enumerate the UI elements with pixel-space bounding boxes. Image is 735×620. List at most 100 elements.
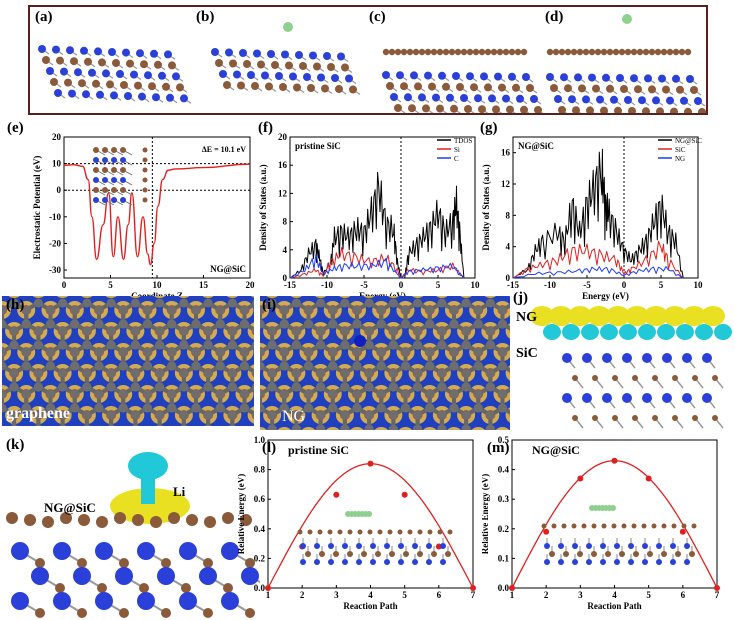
atom <box>328 559 334 565</box>
carbon-atom <box>94 361 104 371</box>
atom <box>530 95 538 103</box>
panel-label-m: (m) <box>487 440 510 456</box>
carbon-atom <box>413 326 423 336</box>
atom <box>642 543 648 549</box>
atom <box>712 375 718 381</box>
si-atom <box>221 542 239 560</box>
atom <box>428 82 436 91</box>
atom <box>120 177 126 183</box>
graphene-atom <box>618 48 626 56</box>
graphene-atom <box>150 516 162 528</box>
atom <box>562 393 572 403</box>
atom <box>450 104 458 113</box>
y-tick-label: 0.3 <box>498 494 510 504</box>
y-tick-label: 16 <box>501 148 511 158</box>
atom <box>638 96 646 105</box>
carbon-atom <box>461 326 471 336</box>
atom <box>377 529 383 535</box>
density-lobe <box>178 296 190 298</box>
atom <box>126 59 134 68</box>
isosurface-cyan <box>638 324 656 340</box>
atom <box>581 523 587 529</box>
carbon-atom <box>449 305 459 315</box>
atom <box>148 82 156 91</box>
atom <box>494 72 502 81</box>
carbon-atom <box>497 403 507 413</box>
atom <box>403 551 409 557</box>
carbon-atom <box>130 382 140 392</box>
atom <box>347 551 353 557</box>
carbon-atom <box>70 361 80 371</box>
density-lobe <box>387 296 400 298</box>
atom <box>335 85 343 93</box>
graphene-atom <box>78 514 90 526</box>
legend-label: SiC <box>675 146 686 154</box>
carbon-atom <box>215 389 225 399</box>
density-lobe <box>423 427 437 430</box>
atom <box>98 58 106 67</box>
carbon-atom <box>425 305 435 315</box>
carbon-atom <box>461 368 471 378</box>
atom <box>120 167 126 173</box>
atom <box>544 559 550 565</box>
atom <box>93 197 99 203</box>
panel-label-i: (i) <box>262 297 277 313</box>
panel-label-h: (h) <box>6 297 25 313</box>
graphene-atom <box>168 512 180 524</box>
density-lobe <box>339 296 351 298</box>
atom <box>572 375 578 381</box>
chart-m: 1 2 3 4 5 6 7 0.0 0.1 0.2 0.3 0.4 0.5 Reaction Path Re… <box>482 435 720 611</box>
isosurface-cyan <box>543 324 561 340</box>
density-lobe <box>8 296 20 298</box>
graphene-atom <box>42 516 54 528</box>
atom <box>610 95 618 104</box>
atom <box>398 559 404 565</box>
atom <box>56 56 64 65</box>
x-tick-label: 10 <box>153 280 163 290</box>
x-tick-label: -5 <box>583 280 591 290</box>
atom <box>138 92 146 101</box>
atom <box>558 559 564 565</box>
x-tick-label: 7 <box>471 590 476 600</box>
y-tick-label: 0.4 <box>498 465 510 475</box>
atom <box>498 83 506 92</box>
atom <box>342 559 348 565</box>
atom <box>474 94 482 103</box>
carbon-atom <box>33 298 43 308</box>
atom <box>247 71 255 79</box>
ng-label-i: NG <box>282 408 306 425</box>
atom <box>314 543 320 549</box>
carbon-atom <box>473 389 483 399</box>
carbon-atom <box>497 389 507 399</box>
atom <box>670 107 678 116</box>
atom <box>356 543 362 549</box>
atom <box>239 49 247 57</box>
carbon-atom <box>21 347 31 357</box>
carbon-atom <box>437 382 447 392</box>
atom <box>116 70 124 78</box>
carbon-atom <box>497 319 507 329</box>
atom <box>586 559 592 565</box>
graphene-atom <box>222 512 234 524</box>
carbon-atom <box>267 298 277 308</box>
atom <box>656 559 662 565</box>
carbon-atom <box>45 319 55 329</box>
carbon-atom <box>215 305 225 315</box>
carbon-atom <box>118 403 128 413</box>
dos-series-tdos <box>289 171 465 279</box>
atom <box>568 95 576 104</box>
atom <box>164 50 172 59</box>
panel-label-e: (e) <box>7 120 24 136</box>
carbon-atom <box>376 305 386 315</box>
atom <box>582 353 592 363</box>
carbon-atom <box>155 368 165 378</box>
carbon-atom <box>449 319 459 329</box>
si-atom <box>73 567 91 585</box>
inset-structure <box>93 147 148 206</box>
atom <box>512 83 520 92</box>
chart-g: -15 -10 -5 0 5 10 0 4 8 12 16 Energy (eV) Density of… <box>481 136 703 301</box>
si-atom <box>11 592 29 610</box>
atom <box>551 523 557 529</box>
carbon-atom <box>340 424 350 430</box>
graphene-atom <box>114 512 126 524</box>
